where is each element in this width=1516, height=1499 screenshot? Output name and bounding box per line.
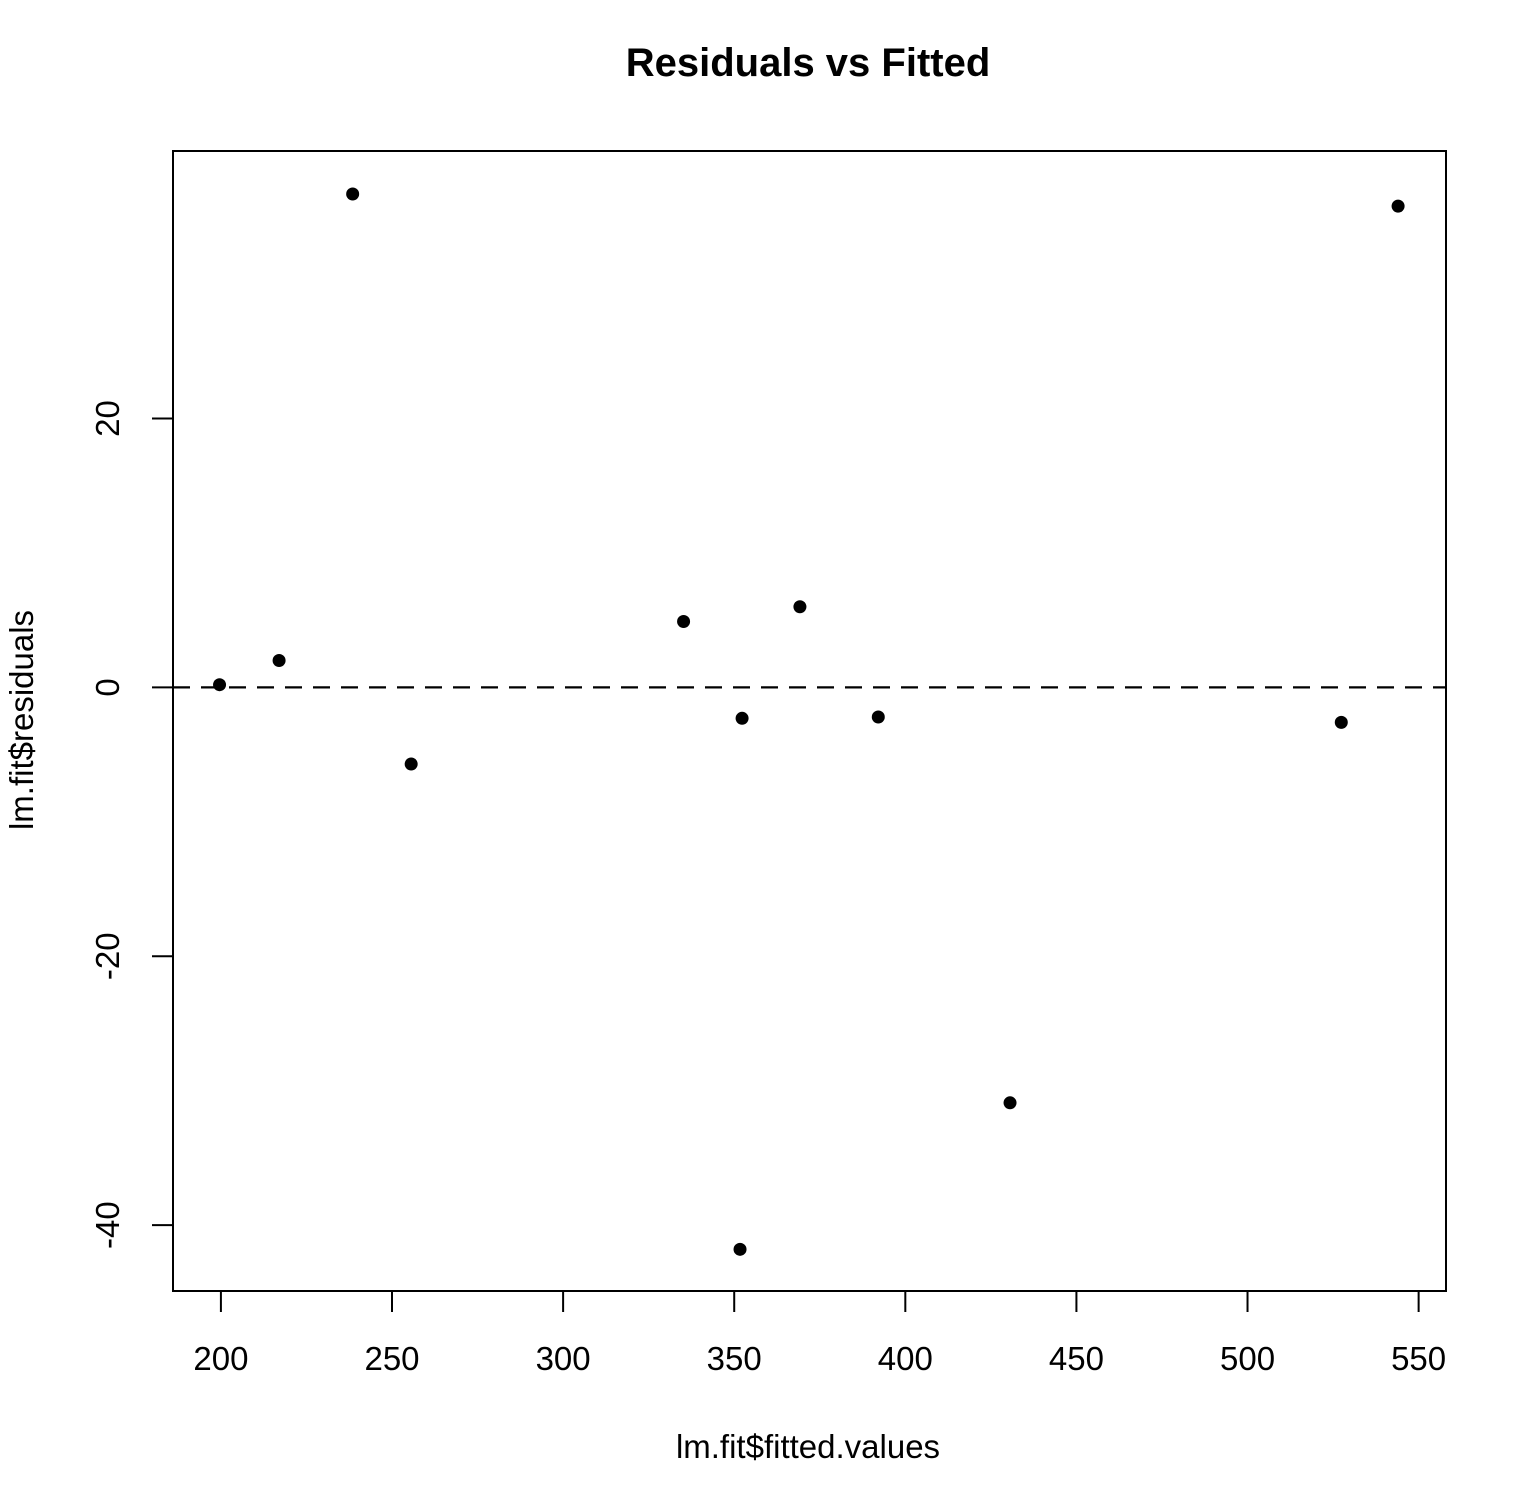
data-point <box>1334 715 1348 729</box>
data-point <box>871 710 885 724</box>
x-tick-label: 550 <box>1391 1340 1446 1377</box>
x-tick-label: 200 <box>193 1340 248 1377</box>
data-point <box>793 600 807 614</box>
y-tick-label: -20 <box>89 932 126 980</box>
plot-area: 200 250 300 350 400 450 500 550 -40 -20 0 20 <box>89 150 1447 1377</box>
x-axis-label: lm.fit$fitted.values <box>676 1428 940 1465</box>
data-point <box>677 615 691 629</box>
data-point <box>1391 199 1405 213</box>
x-tick-label: 250 <box>364 1340 419 1377</box>
y-tick-label: 0 <box>89 678 126 696</box>
data-point <box>1003 1096 1017 1110</box>
x-tick-label: 300 <box>536 1340 591 1377</box>
x-tick-label: 400 <box>878 1340 933 1377</box>
data-point <box>346 187 360 201</box>
data-point <box>213 678 227 692</box>
data-point <box>733 1242 747 1256</box>
data-point <box>735 711 749 725</box>
data-point <box>272 654 286 668</box>
y-tick-label: -40 <box>89 1201 126 1249</box>
chart-title: Residuals vs Fitted <box>626 41 991 85</box>
plot-frame <box>172 150 1447 1292</box>
data-point <box>404 757 418 771</box>
y-axis-label: lm.fit$residuals <box>3 610 40 830</box>
x-tick-label: 350 <box>707 1340 762 1377</box>
x-tick-label: 450 <box>1049 1340 1104 1377</box>
y-tick-label: 20 <box>89 400 126 437</box>
x-tick-label: 500 <box>1220 1340 1275 1377</box>
